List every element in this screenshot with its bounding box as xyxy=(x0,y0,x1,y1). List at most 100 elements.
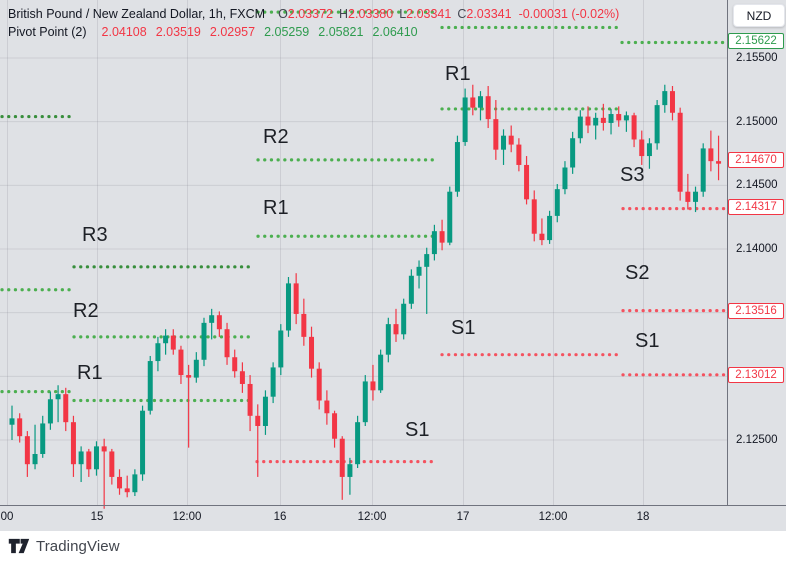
candle-up xyxy=(401,303,407,335)
candle-down xyxy=(531,199,537,234)
price-axis-tag-down: 2.13516 xyxy=(728,303,784,319)
price-axis-label: 2.14000 xyxy=(736,243,778,255)
candle-up xyxy=(623,115,629,121)
chart-panel[interactable]: R3 R2 R1 R2 R1 S1 R1 S1 S3 S2 S1 British Pound / N… xyxy=(0,0,786,531)
candle-down xyxy=(332,413,338,439)
pivot-value: 2.05259 xyxy=(264,25,310,39)
candle-up xyxy=(201,322,207,360)
time-axis-label: 12:00 xyxy=(538,511,568,523)
candle-down xyxy=(224,329,230,358)
tradingview-logo[interactable]: TradingView xyxy=(8,537,120,555)
candle-up xyxy=(132,474,138,493)
candle-down xyxy=(70,422,76,465)
low-value: L2.03341 xyxy=(399,7,452,21)
candle-down xyxy=(393,324,399,335)
candle-down xyxy=(232,357,238,372)
symbol-title[interactable]: British Pound / New Zealand Dollar, 1h, … xyxy=(8,7,266,21)
indicator-name[interactable]: Pivot Point (2) xyxy=(8,25,87,39)
candle-up xyxy=(447,191,453,243)
price-axis-label: 2.15500 xyxy=(736,52,778,64)
time-axis[interactable]: 00 15 12:00 16 12:00 17 12:00 18 xyxy=(0,505,786,531)
candle-down xyxy=(470,97,476,108)
candle-up xyxy=(155,343,161,362)
candle-up xyxy=(693,191,699,202)
time-axis-label: 18 xyxy=(636,511,650,523)
candle-down xyxy=(17,418,23,437)
change-value: -0.00031 (-0.02%) xyxy=(518,7,620,21)
candle-down xyxy=(485,96,491,120)
candle-down xyxy=(685,191,691,202)
candle-down xyxy=(170,335,176,350)
time-axis-label: 16 xyxy=(273,511,287,523)
candle-down xyxy=(178,349,184,376)
pivot-level-label-r1: R1 xyxy=(445,63,471,85)
candle-down xyxy=(631,115,637,140)
pivot-level-label-s1: S1 xyxy=(405,419,430,441)
candle-up xyxy=(32,454,38,465)
candle-down xyxy=(63,394,69,423)
pivot-value: 2.04108 xyxy=(101,25,147,39)
candle-down xyxy=(216,315,222,330)
candle-up xyxy=(93,446,99,470)
time-axis-label: 15 xyxy=(90,511,104,523)
candle-down xyxy=(186,375,192,378)
candle-up xyxy=(78,451,84,465)
candle-down xyxy=(677,112,683,192)
pivot-level-label-s2: S2 xyxy=(625,262,650,284)
price-axis-tag-down: 2.13012 xyxy=(728,367,784,383)
currency-button[interactable]: NZD xyxy=(733,4,785,27)
tradingview-logo-icon xyxy=(8,538,30,554)
pivot-level-label-r2: R2 xyxy=(263,126,289,148)
candle-down xyxy=(255,415,261,426)
symbol-legend-row: British Pound / New Zealand Dollar, 1h, … xyxy=(8,5,619,23)
close-value: C2.03341 xyxy=(457,7,512,21)
price-axis[interactable]: 2.15622 2.15500 2.15000 2.14670 2.14500 2.143… xyxy=(727,0,786,531)
pivot-value: 2.02957 xyxy=(209,25,256,39)
price-axis-tag-up: 2.15622 xyxy=(728,33,784,49)
candle-up xyxy=(577,116,583,139)
candle-down xyxy=(324,400,330,414)
candle-down xyxy=(600,117,606,123)
candlestick-chart[interactable] xyxy=(0,0,786,531)
candle-up xyxy=(347,464,353,477)
candle-up xyxy=(385,324,391,355)
pivot-level-label-r3: R3 xyxy=(82,224,108,246)
candle-up xyxy=(431,231,437,255)
candle-down xyxy=(247,383,253,416)
candle-up xyxy=(140,410,146,475)
candle-down xyxy=(109,451,115,477)
indicator-legend-row: Pivot Point (2) 2.04108 2.03519 2.02957 … xyxy=(8,23,619,41)
candle-down xyxy=(616,114,622,121)
open-value: O2.03372 xyxy=(278,7,333,21)
candle-up xyxy=(285,283,291,331)
pivot-level-label-r1: R1 xyxy=(77,362,103,384)
time-axis-label: 00 xyxy=(0,511,14,523)
high-value: H2.03380 xyxy=(338,7,394,21)
candle-up xyxy=(55,394,61,400)
candle-down xyxy=(124,488,130,493)
time-axis-label: 12:00 xyxy=(357,511,387,523)
candle-up xyxy=(547,215,553,241)
candle-up xyxy=(9,418,15,425)
candle-up xyxy=(554,189,560,216)
candle-down xyxy=(309,336,315,369)
candle-down xyxy=(370,381,376,391)
candle-up xyxy=(424,254,430,267)
time-axis-label: 17 xyxy=(456,511,470,523)
pivot-value: 2.03519 xyxy=(155,25,201,39)
tradingview-logo-text: TradingView xyxy=(36,537,120,555)
candle-down xyxy=(639,139,645,157)
candle-up xyxy=(477,96,483,108)
candle-down xyxy=(585,116,591,126)
candle-up xyxy=(608,114,614,123)
candle-down xyxy=(493,119,499,150)
candle-down xyxy=(293,283,299,314)
candle-down xyxy=(508,135,514,145)
candle-up xyxy=(278,330,284,368)
candle-down xyxy=(516,144,522,165)
candle-up xyxy=(47,399,53,424)
candle-down xyxy=(316,368,322,401)
candle-up xyxy=(662,91,668,106)
candle-up xyxy=(378,354,384,391)
